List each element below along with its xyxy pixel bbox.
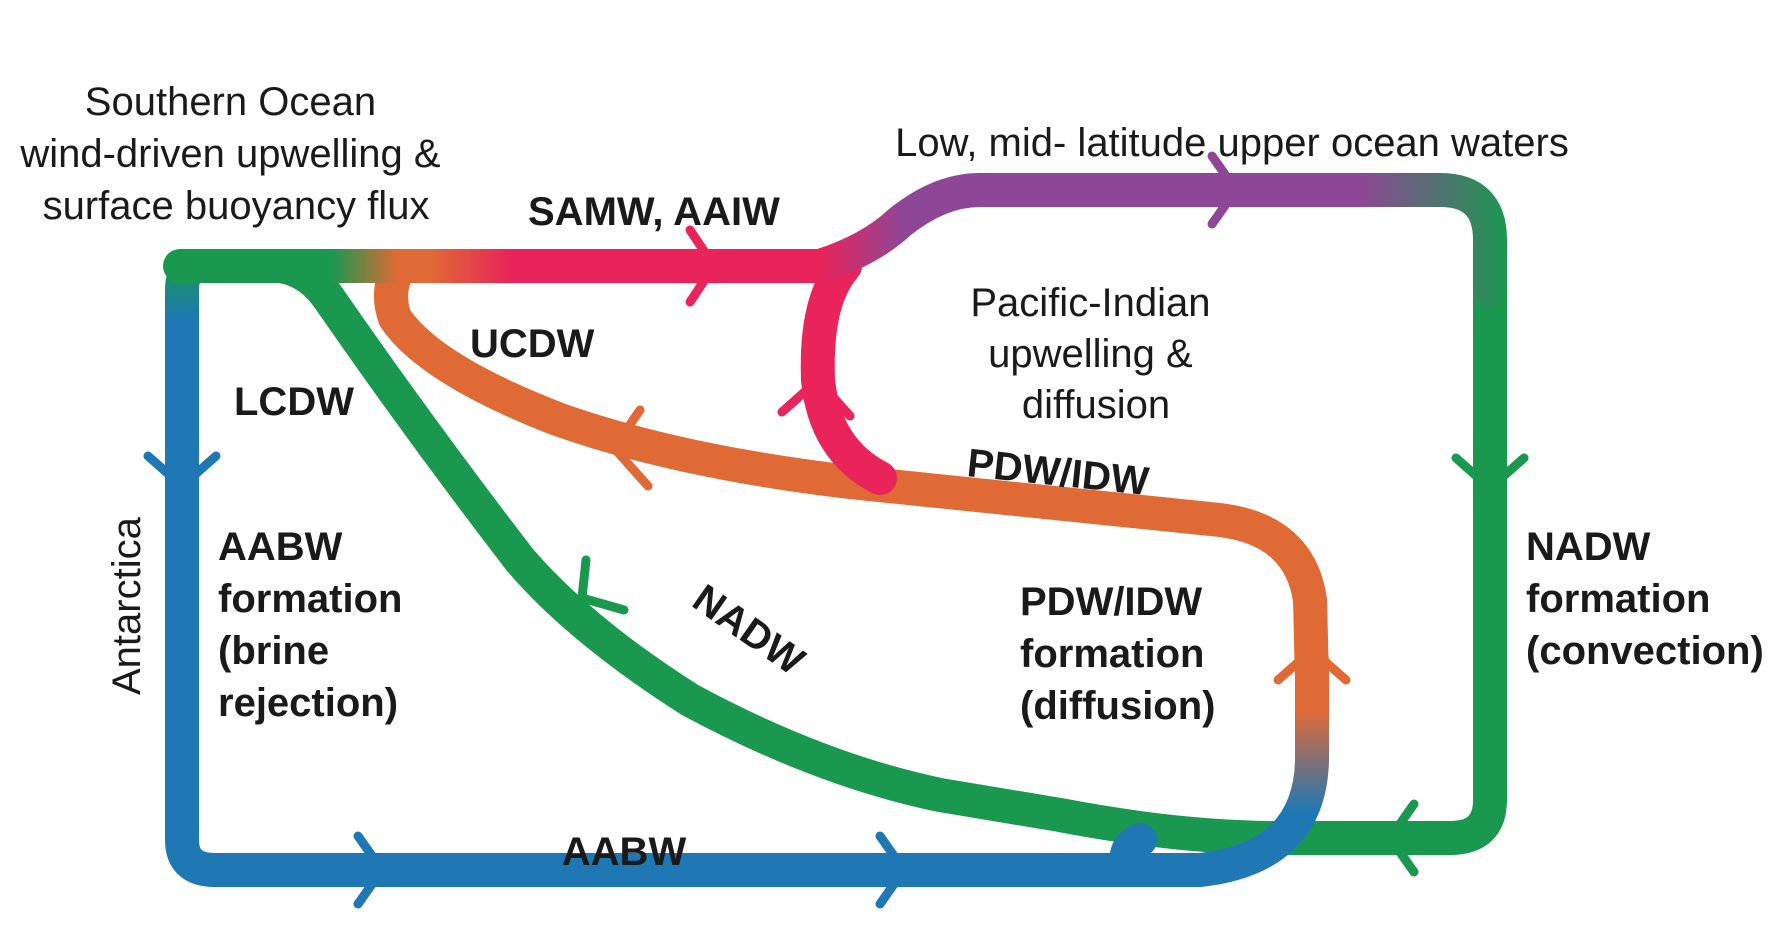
samw-aaiw-label: SAMW, AAIW: [528, 190, 780, 234]
nadw-formation-label: NADW formation (convection): [1526, 525, 1764, 673]
arrow-lcdw-down: [143, 451, 221, 491]
aabw-flow-label: AABW: [562, 830, 687, 874]
aabw-formation-label: AABW formation (brine rejection): [218, 525, 414, 725]
pdw-idw-formation-label: PDW/IDW formation (diffusion): [1020, 580, 1216, 728]
arrow-nadw-return: [1385, 799, 1419, 877]
pdw-idw-formation-path: [1109, 643, 1329, 887]
pacific-indian-label: Pacific-Indian upwelling & diffusion: [970, 281, 1221, 427]
lcdw-label: LCDW: [234, 380, 354, 424]
upper-ocean-waters-path: [803, 173, 1507, 307]
arrow-nadw-flow: [577, 555, 629, 615]
nadw-deep-flow-path: [263, 249, 1507, 855]
arrow-pdw-up: [1273, 645, 1351, 685]
arrow-pacific-up: [777, 375, 855, 421]
arrow-ucdw: [609, 405, 653, 491]
nadw-flow-label: NADW: [685, 576, 812, 684]
pacific-indian-upwelling-path: [800, 249, 897, 495]
arrow-nadw-down: [1451, 453, 1529, 493]
arrowheads: [143, 151, 1529, 909]
arrow-upper-ocean: [1207, 151, 1241, 229]
ucdw-pdw-loop-path: [374, 249, 1329, 697]
low-mid-latitude-label: Low, mid- latitude upper ocean waters: [895, 121, 1569, 165]
arrow-samw-aaiw: [685, 225, 719, 307]
southern-ocean-label: Southern Ocean wind-driven upwelling & s…: [19, 80, 451, 228]
antarctica-label: Antarctica: [105, 516, 149, 695]
ucdw-label: UCDW: [470, 322, 595, 366]
arrow-aabw-2: [875, 831, 909, 909]
arrow-aabw-1: [353, 831, 387, 909]
